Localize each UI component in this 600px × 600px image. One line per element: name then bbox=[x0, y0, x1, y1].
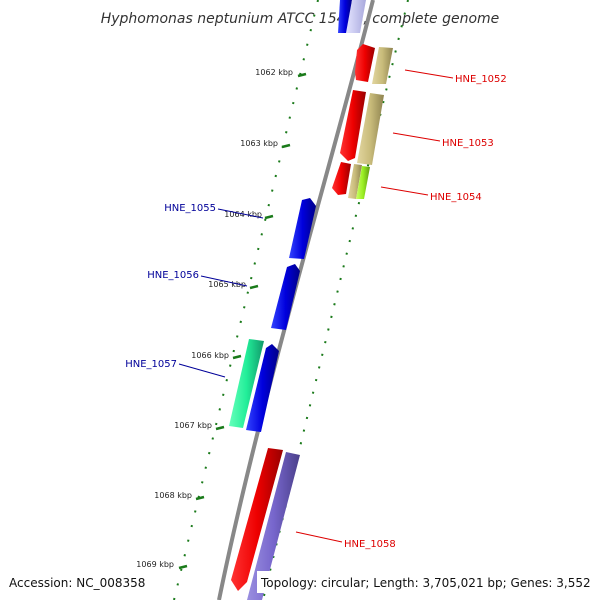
tick-1064 bbox=[264, 214, 274, 220]
cog-bar-hne-1058 bbox=[247, 452, 300, 600]
cog-bar-hne-1054b bbox=[356, 166, 370, 199]
gene-hne-1056[interactable] bbox=[271, 264, 300, 330]
gene-hne-1052[interactable] bbox=[355, 44, 393, 84]
label-hne-1052[interactable]: HNE_1052 bbox=[455, 74, 507, 85]
cog-bar-hne-1052 bbox=[372, 47, 393, 84]
cds-forward-hne-1055 bbox=[289, 198, 316, 259]
tick-1067 bbox=[215, 425, 225, 431]
genome-summary-text: Topology: circular; Length: 3,705,021 bp… bbox=[260, 576, 591, 590]
tick-1068 bbox=[195, 495, 205, 501]
tick-label-1068: 1068 kbp bbox=[154, 491, 192, 500]
tick-label-1062: 1062 kbp bbox=[255, 68, 293, 77]
tick-label-1067: 1067 kbp bbox=[174, 421, 212, 430]
leader-hne-1054 bbox=[380, 186, 429, 196]
label-hne-1056[interactable]: HNE_1056 bbox=[147, 270, 199, 281]
cds-reverse-hne-1052 bbox=[355, 44, 375, 82]
tick-1069 bbox=[178, 564, 188, 570]
accession-text: Accession: NC_008358 bbox=[9, 576, 145, 590]
tick-1063 bbox=[281, 143, 291, 149]
gene-hne-1058[interactable] bbox=[231, 448, 300, 600]
tick-label-1066: 1066 kbp bbox=[191, 351, 229, 360]
leader-hne-1056 bbox=[200, 275, 248, 287]
accession-backdrop bbox=[5, 571, 153, 593]
tick-label-1063: 1063 kbp bbox=[240, 139, 278, 148]
tick-label-1069: 1069 kbp bbox=[136, 560, 174, 569]
cds-reverse-hne-1058 bbox=[231, 448, 283, 591]
tick-1062 bbox=[297, 72, 307, 78]
cds-forward-hne-1057 bbox=[246, 344, 279, 432]
label-hne-1058[interactable]: HNE_1058 bbox=[344, 539, 396, 550]
cds-reverse-hne-1054 bbox=[332, 162, 351, 195]
leader-hne-1052 bbox=[404, 69, 454, 79]
cds-forward-hne-1056 bbox=[271, 264, 300, 330]
cog-bar-hne-1053 bbox=[357, 93, 384, 165]
map-title: Hyphomonas neptunium ATCC 15444, complet… bbox=[101, 11, 500, 27]
label-hne-1057[interactable]: HNE_1057 bbox=[125, 359, 177, 370]
cog-partial bbox=[346, 0, 366, 33]
label-hne-1055[interactable]: HNE_1055 bbox=[164, 203, 216, 214]
gene-hne-1057[interactable] bbox=[229, 339, 279, 432]
tick-1065 bbox=[249, 284, 259, 290]
gene-hne-1054[interactable] bbox=[332, 162, 370, 199]
leader-hne-1058 bbox=[295, 531, 343, 543]
tick-1066 bbox=[232, 354, 242, 360]
cds-reverse-hne-1053 bbox=[340, 90, 366, 161]
gene-hne-1055[interactable] bbox=[289, 198, 316, 259]
label-hne-1053[interactable]: HNE_1053 bbox=[442, 138, 494, 149]
label-hne-1054[interactable]: HNE_1054 bbox=[430, 192, 482, 203]
cog-bar-hne-1054a bbox=[348, 164, 362, 199]
leader-hne-1055 bbox=[217, 208, 264, 219]
gene-hne-1053[interactable] bbox=[340, 90, 384, 165]
leader-hne-1053 bbox=[392, 132, 441, 142]
cog-bar-hne-1057 bbox=[229, 339, 264, 428]
tick-ring-left bbox=[173, 0, 319, 600]
summary-backdrop bbox=[257, 571, 596, 593]
partial-top-features bbox=[338, 0, 366, 33]
leader-hne-1057 bbox=[178, 363, 226, 378]
genome-backbone bbox=[217, 0, 375, 600]
gene-labels: HNE_1052 HNE_1053 HNE_1054 HNE_1055 HNE_… bbox=[125, 69, 507, 550]
tick-label-1065: 1065 kbp bbox=[208, 280, 246, 289]
